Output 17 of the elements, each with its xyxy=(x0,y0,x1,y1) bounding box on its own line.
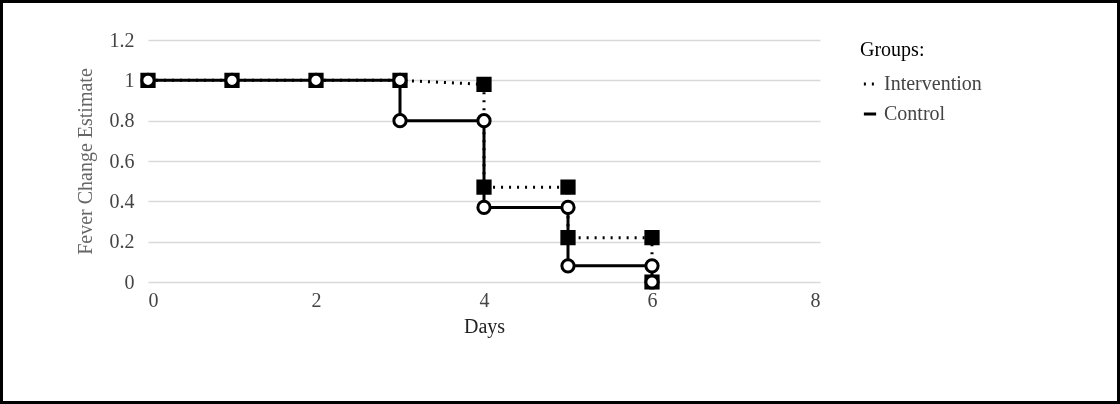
y-tick-label: 1 xyxy=(124,68,135,91)
y-tick-label: 0.4 xyxy=(109,189,135,212)
legend-title: Groups: xyxy=(860,38,925,61)
x-tick-label: 4 xyxy=(479,288,490,311)
y-tick-label: 0.6 xyxy=(109,149,135,172)
x-tick-label: 0 xyxy=(148,288,159,311)
y-tick-label: 0.2 xyxy=(109,230,135,253)
y-axis-title: Fever Change Estimate xyxy=(73,68,97,255)
x-tick-label: 2 xyxy=(311,288,322,311)
x-axis-title: Days xyxy=(463,314,506,338)
x-tick-label: 6 xyxy=(647,288,658,311)
y-tick-label: 0.8 xyxy=(109,109,135,132)
legend-label: Control xyxy=(884,102,946,124)
y-tick-label: 1.2 xyxy=(109,28,135,51)
y-tick-label: 0 xyxy=(124,270,135,293)
x-tick-label: 8 xyxy=(810,288,821,311)
legend-label: Intervention xyxy=(884,72,982,94)
